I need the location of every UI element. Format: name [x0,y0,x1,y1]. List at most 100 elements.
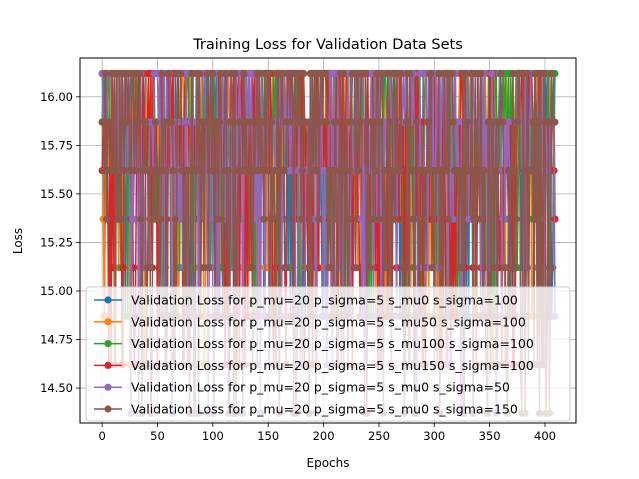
data-point [490,264,498,272]
data-point [476,215,484,223]
y-tick-label: 14.75 [40,333,73,347]
data-point [257,118,266,126]
data-point [205,118,214,126]
data-point [467,167,475,175]
data-point [465,215,473,223]
data-point [412,118,421,126]
legend-label: Validation Loss for p_mu=20 p_sigma=5 s_… [131,314,526,329]
data-point [102,215,111,223]
data-point [255,69,263,78]
data-point [307,264,315,272]
data-point [427,69,435,78]
data-point [461,69,469,78]
data-point [297,215,306,223]
data-point [315,215,323,223]
data-point [158,69,166,78]
data-point [222,69,230,78]
data-point [388,167,396,175]
legend-marker [104,405,112,413]
data-point [209,69,217,78]
data-point [300,69,308,78]
data-point [508,167,516,175]
data-point [260,215,268,223]
data-point [120,167,128,175]
data-point [194,167,203,175]
data-point [397,69,405,78]
data-point [399,264,407,272]
y-axis: 14.50 14.75 15.00 15.25 15.50 15.75 16.00 [40,90,80,395]
data-point [512,215,520,223]
legend-label: Validation Loss for p_mu=20 p_sigma=5 s_… [131,380,510,395]
legend-marker [104,296,112,304]
legend-label: Validation Loss for p_mu=20 p_sigma=5 s_… [131,358,534,373]
data-point [215,118,224,126]
x-tick-label: 150 [257,429,279,443]
data-point [159,167,167,175]
data-point [326,264,334,272]
data-point [384,69,392,78]
data-point [182,69,190,78]
data-point [378,69,386,78]
data-point [177,69,185,78]
data-point [286,118,294,126]
data-point [346,167,354,175]
data-point [448,69,456,78]
x-tick-label: 300 [423,429,445,443]
data-point [132,167,141,175]
data-point [424,118,432,126]
y-tick-label: 15.75 [40,138,73,152]
data-point [501,264,509,272]
data-point [124,118,132,126]
data-point [298,167,307,175]
data-point [245,264,253,272]
data-point [369,215,377,223]
data-point [366,264,374,272]
x-tick-label: 400 [534,429,556,443]
data-point [313,118,321,126]
data-point [137,215,145,223]
data-point [101,69,110,78]
data-point [332,118,340,126]
legend-marker [104,361,112,369]
legend-marker [104,318,112,326]
y-tick-label: 15.00 [40,284,73,298]
legend-marker [104,383,112,391]
data-point [252,118,260,126]
data-point [370,118,379,126]
data-point [528,167,536,175]
data-point [168,118,176,126]
data-point [117,215,125,223]
data-point [157,215,165,223]
data-point [139,167,147,175]
data-point [551,118,559,126]
data-point [105,118,113,126]
data-point [376,118,384,126]
data-point [195,69,204,78]
data-point [513,118,521,126]
legend: Validation Loss for p_mu=20 p_sigma=5 s_… [85,286,571,422]
data-point [312,167,320,175]
data-point [141,118,149,126]
data-point [499,118,507,126]
data-point [509,69,517,78]
data-point [136,69,144,78]
data-point [229,118,237,126]
data-point [119,264,127,272]
data-point [218,215,226,223]
data-point [264,69,272,78]
data-point [470,215,478,223]
data-point [143,264,152,272]
data-point [355,167,363,175]
data-point [279,69,287,78]
data-point [497,69,505,78]
x-tick-label: 200 [313,429,335,443]
y-tick-label: 15.50 [40,187,73,201]
data-point [403,118,411,126]
series-layer [98,69,559,417]
data-point [383,167,391,175]
y-tick-label: 15.25 [40,235,73,249]
data-point [463,118,472,126]
data-point [472,118,480,126]
data-point [262,167,270,175]
data-point [406,69,414,78]
